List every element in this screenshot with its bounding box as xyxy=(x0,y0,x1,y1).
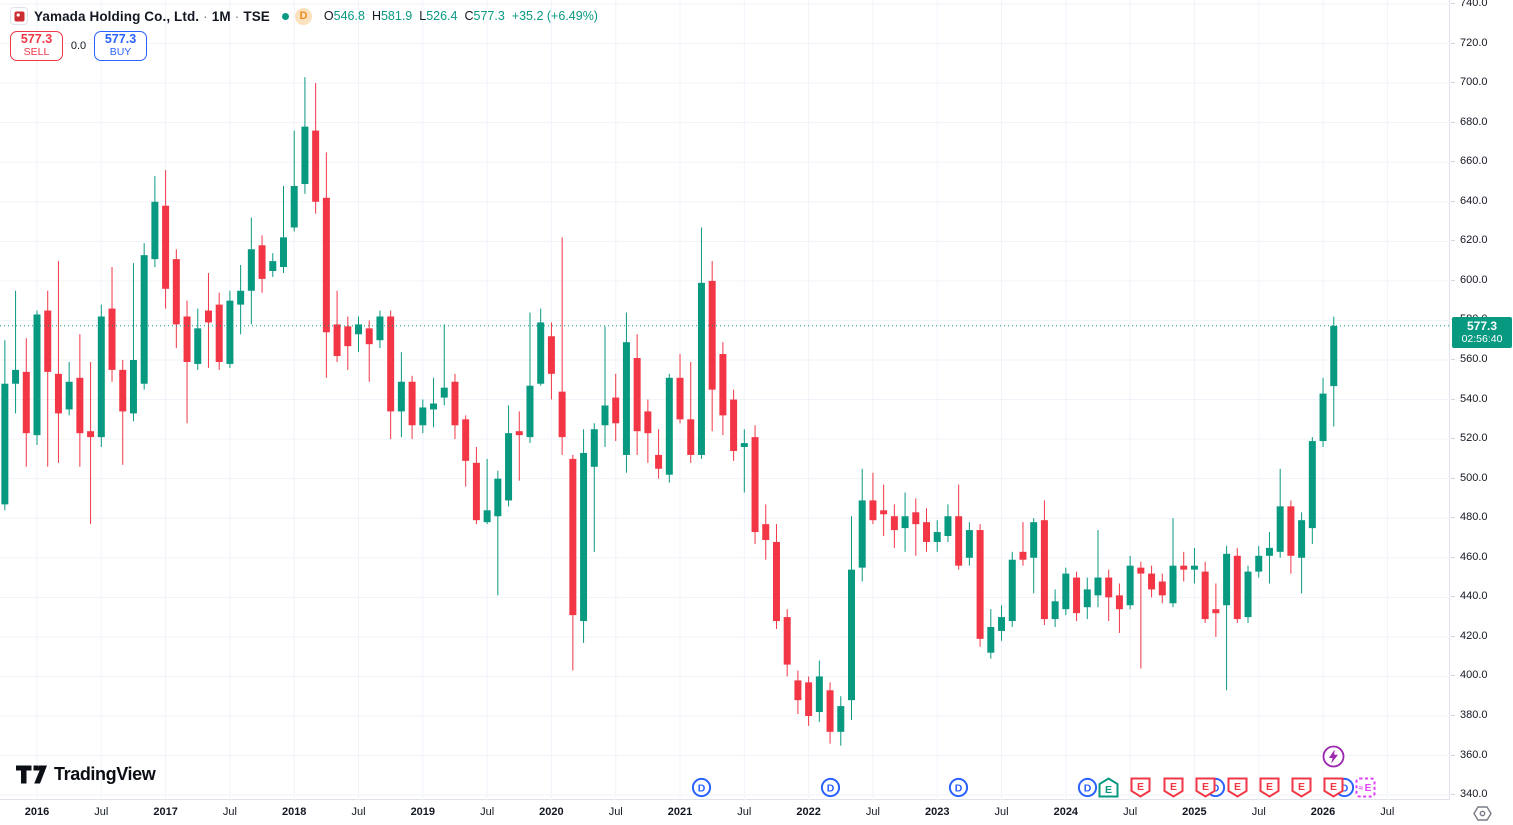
svg-text:D: D xyxy=(1083,782,1091,794)
dividend-marker-icon[interactable]: D xyxy=(820,777,841,798)
time-tick: 2016 xyxy=(24,806,50,818)
price-tick: 460.0 xyxy=(1451,551,1513,563)
current-price-value: 577.3 xyxy=(1466,318,1498,333)
svg-text:E: E xyxy=(1365,783,1372,794)
svg-text:E: E xyxy=(1202,781,1209,793)
svg-text:D: D xyxy=(955,782,963,794)
svg-text:D: D xyxy=(1212,782,1220,794)
price-tick: 640.0 xyxy=(1451,195,1513,207)
price-tick: 740.0 xyxy=(1451,0,1513,9)
svg-text:D: D xyxy=(826,782,834,794)
earnings-miss-marker-icon[interactable]: E xyxy=(1323,777,1344,798)
time-tick: 2019 xyxy=(410,806,436,818)
time-tick: 2020 xyxy=(539,806,564,818)
price-tick: 600.0 xyxy=(1451,274,1513,286)
svg-text:E: E xyxy=(1266,781,1273,793)
price-tick: 420.0 xyxy=(1451,630,1513,642)
time-tick: 2022 xyxy=(796,806,821,818)
price-tick: 720.0 xyxy=(1451,37,1513,49)
earnings-miss-marker-icon[interactable]: E xyxy=(1259,777,1280,798)
time-tick: 2024 xyxy=(1053,806,1079,818)
tradingview-logo[interactable]: TradingView xyxy=(16,764,156,785)
svg-text:≈: ≈ xyxy=(1359,784,1364,793)
buy-button[interactable]: 577.3 BUY xyxy=(94,31,147,61)
earnings-miss-marker-icon[interactable]: E xyxy=(1227,777,1248,798)
sell-button[interactable]: 577.3 SELL xyxy=(10,31,63,61)
earnings-miss-marker-icon[interactable]: E xyxy=(1130,777,1151,798)
svg-text:E: E xyxy=(1234,781,1241,793)
trade-panel: 577.3 SELL 0.0 577.3 BUY xyxy=(10,31,147,61)
delayed-data-badge[interactable]: D xyxy=(294,7,312,25)
svg-text:E: E xyxy=(1298,781,1305,793)
axis-settings-button[interactable] xyxy=(1451,801,1513,825)
event-markers-layer: D D D D D D E E E E E E E E ≈ E xyxy=(691,745,1376,798)
time-tick: 2017 xyxy=(153,806,178,818)
price-tick: 680.0 xyxy=(1451,116,1513,128)
time-tick: Jul xyxy=(865,806,880,818)
price-tick: 540.0 xyxy=(1451,393,1513,405)
time-tick: 2026 xyxy=(1310,806,1336,818)
price-tick: 700.0 xyxy=(1451,76,1513,88)
spread-value: 0.0 xyxy=(70,40,87,52)
price-tick: 400.0 xyxy=(1451,669,1513,681)
ohlc-values: O546.8 H581.9 L526.4 C577.3 +35.2 (+6.49… xyxy=(323,9,598,23)
svg-text:E: E xyxy=(1105,784,1112,796)
price-tick: 620.0 xyxy=(1451,234,1513,246)
dividend-marker-icon[interactable]: D xyxy=(691,777,712,798)
dividend-marker-icon[interactable]: D xyxy=(948,777,969,798)
time-tick: Jul xyxy=(994,806,1009,818)
time-tick: Jul xyxy=(222,806,237,818)
price-tick: 500.0 xyxy=(1451,472,1513,484)
earnings-beat-marker-icon[interactable]: E xyxy=(1098,777,1119,798)
symbol-logo-icon xyxy=(10,7,28,25)
gear-icon xyxy=(1472,805,1492,821)
price-tick: 560.0 xyxy=(1451,353,1513,365)
time-tick: Jul xyxy=(1380,806,1395,818)
time-tick: 2025 xyxy=(1182,806,1207,818)
candlestick-chart[interactable] xyxy=(0,0,1450,800)
time-tick: Jul xyxy=(351,806,366,818)
svg-text:D: D xyxy=(698,782,706,794)
earnings-miss-marker-icon[interactable]: E xyxy=(1291,777,1312,798)
price-tick: 360.0 xyxy=(1451,749,1513,761)
price-tick: 480.0 xyxy=(1451,511,1513,523)
symbol-title[interactable]: Yamada Holding Co., Ltd. · 1M · TSE xyxy=(34,8,270,24)
chart-plot-area[interactable]: D D D D D D E E E E E E E E ≈ E Yamada Holding Co., Ltd… xyxy=(0,0,1450,800)
svg-text:E: E xyxy=(1330,781,1337,793)
symbol-legend: Yamada Holding Co., Ltd. · 1M · TSE D O546.8… xyxy=(10,6,598,26)
price-axis[interactable]: 340.0 360.0 380.0 400.0 420.0 440.0 460.0 480.0… xyxy=(1451,0,1513,800)
time-tick: 2018 xyxy=(281,806,307,818)
time-axis[interactable]: 2016 Jul 2017 Jul 2018 Jul 2019 Jul 2020 Jul 2021 J… xyxy=(0,801,1450,825)
time-tick: Jul xyxy=(1123,806,1138,818)
dividend-marker-icon[interactable]: D xyxy=(1077,777,1098,798)
market-status-icon xyxy=(281,12,289,20)
svg-text:D: D xyxy=(1341,782,1349,794)
price-tick: 340.0 xyxy=(1451,788,1513,800)
time-tick: Jul xyxy=(1251,806,1266,818)
tradingview-logo-icon xyxy=(16,765,47,784)
price-tick: 660.0 xyxy=(1451,155,1513,167)
earnings-estimate-marker-icon[interactable]: ≈ E xyxy=(1355,777,1376,798)
price-tick: 380.0 xyxy=(1451,709,1513,721)
current-price-label: 577.3 02:56:40 xyxy=(1452,316,1512,348)
svg-text:E: E xyxy=(1169,781,1176,793)
time-tick: Jul xyxy=(480,806,495,818)
price-tick: 520.0 xyxy=(1451,432,1513,444)
earnings-miss-marker-icon[interactable]: E xyxy=(1195,777,1216,798)
time-tick: Jul xyxy=(737,806,752,818)
price-tick: 440.0 xyxy=(1451,590,1513,602)
earnings-miss-marker-icon[interactable]: E xyxy=(1163,777,1184,798)
time-tick: 2021 xyxy=(667,806,693,818)
time-tick: 2023 xyxy=(924,806,950,818)
bar-countdown: 02:56:40 xyxy=(1461,332,1503,345)
lightning-marker-icon[interactable] xyxy=(1322,745,1345,768)
time-tick: Jul xyxy=(608,806,623,818)
svg-text:E: E xyxy=(1137,781,1144,793)
time-tick: Jul xyxy=(94,806,109,818)
